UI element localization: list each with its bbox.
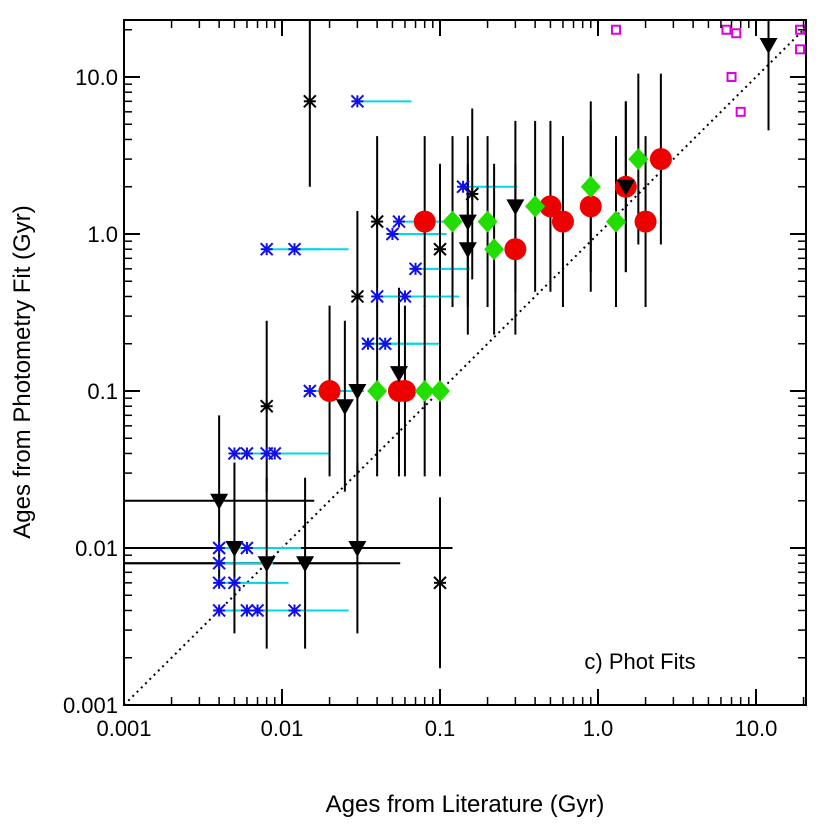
- black-triangle-point: [257, 556, 276, 573]
- magenta-square-point: [735, 106, 746, 117]
- plot-frame: [123, 19, 807, 706]
- green-diamond-point: [442, 210, 463, 233]
- green-diamond-point: [606, 210, 627, 233]
- black-triangle-point: [348, 384, 367, 400]
- blue-asterisk-point: [303, 384, 317, 398]
- blue-asterisk-point: [361, 337, 375, 351]
- magenta-square-point: [611, 24, 622, 35]
- black-asterisk-point: [370, 214, 384, 229]
- x-tick-label: 0.01: [261, 716, 304, 741]
- black-triangle-point: [335, 399, 354, 416]
- blue-asterisk-point: [250, 603, 265, 618]
- blue-asterisk-point: [268, 446, 282, 461]
- y-tick-label: 0.001: [63, 693, 118, 718]
- green-diamond-point: [525, 195, 546, 218]
- red-circle-point: [318, 380, 341, 402]
- blue-asterisk-point: [240, 603, 254, 618]
- vertical-error-bars: [218, 20, 770, 669]
- blue-asterisk-point: [212, 541, 226, 555]
- green-diamond-point: [484, 238, 505, 261]
- red-circle-point: [551, 210, 574, 233]
- blue-asterisk-point: [370, 289, 384, 304]
- blue-asterisk-point: [408, 262, 423, 276]
- x-tick-label: 0.1: [425, 716, 456, 741]
- black-triangle-point: [210, 493, 229, 510]
- green-diamond-point: [430, 380, 450, 402]
- y-tick-label: 10.0: [75, 65, 118, 90]
- x-tick-label: 0.001: [96, 716, 151, 741]
- y-tick-labels: 0.001 0.01 0.1 1.0 10.0: [63, 65, 118, 718]
- magenta-square-point: [731, 28, 742, 39]
- x-tick-label: 10.0: [735, 716, 778, 741]
- red-circle-point: [649, 148, 672, 171]
- black-asterisk-point: [433, 242, 447, 256]
- blue-asterisk-point: [392, 214, 406, 229]
- y-tick-label: 1.0: [87, 222, 118, 247]
- blue-asterisk-point: [212, 556, 226, 570]
- y-tick-label: 0.01: [75, 536, 118, 561]
- x-tick-label: 1.0: [583, 716, 614, 741]
- black-asterisk-point: [465, 187, 479, 201]
- blue-asterisk-point: [287, 242, 302, 256]
- blue-asterisk-point: [385, 227, 400, 241]
- data-points: [210, 24, 806, 618]
- black-asterisk-point: [303, 94, 317, 109]
- black-triangle-point: [458, 214, 477, 231]
- black-triangle-point: [348, 541, 367, 557]
- green-diamond-point: [580, 175, 601, 198]
- red-circle-point: [634, 210, 657, 233]
- chart-annotation: c) Phot Fits: [584, 649, 695, 674]
- green-diamond-point: [414, 380, 435, 402]
- axis-ticks: [123, 20, 806, 706]
- blue-asterisk-point: [227, 576, 242, 590]
- black-asterisk-point: [259, 399, 274, 413]
- blue-asterisk-point: [227, 446, 242, 461]
- black-triangle-point: [389, 366, 408, 383]
- y-axis-title: Ages from Photometry Fit (Gyr): [9, 205, 36, 538]
- blue-asterisk-point: [212, 603, 226, 618]
- green-diamond-point: [628, 148, 649, 171]
- black-triangle-point: [458, 242, 477, 259]
- blue-asterisk-point: [240, 446, 254, 461]
- one-to-one-line: [124, 29, 805, 705]
- black-asterisk-point: [433, 576, 447, 590]
- blue-asterisk-point: [378, 337, 392, 351]
- red-circle-point: [413, 210, 436, 233]
- blue-asterisk-point: [212, 576, 226, 590]
- red-circle-point: [539, 195, 562, 218]
- one-to-one-dotted-line: [124, 29, 805, 705]
- green-diamond-point: [477, 210, 498, 233]
- red-circle-point: [504, 238, 527, 261]
- blue-asterisk-point: [398, 289, 412, 304]
- red-circle-point: [579, 195, 602, 218]
- black-triangle-point: [759, 37, 778, 54]
- red-circle-point: [393, 380, 416, 402]
- x-axis-title: Ages from Literature (Gyr): [326, 791, 605, 818]
- blue-asterisk-point: [287, 603, 302, 618]
- black-triangle-point: [616, 179, 635, 196]
- black-triangle-point: [225, 541, 244, 557]
- black-asterisk-point: [350, 289, 365, 304]
- magenta-square-point: [721, 24, 732, 35]
- green-diamond-point: [367, 380, 388, 402]
- blue-asterisk-point: [259, 242, 274, 256]
- black-triangle-point: [506, 199, 525, 216]
- blue-asterisk-point: [456, 180, 470, 194]
- black-triangle-point: [296, 556, 315, 573]
- magenta-square-point: [795, 44, 806, 55]
- blue-asterisk-point: [350, 94, 365, 109]
- magenta-square-point: [726, 72, 737, 82]
- y-tick-label: 0.1: [87, 379, 118, 404]
- horizontal-error-bars: [124, 100, 518, 612]
- blue-asterisk-point: [240, 541, 254, 555]
- x-tick-labels: 0.001 0.01 0.1 1.0 10.0: [96, 716, 777, 741]
